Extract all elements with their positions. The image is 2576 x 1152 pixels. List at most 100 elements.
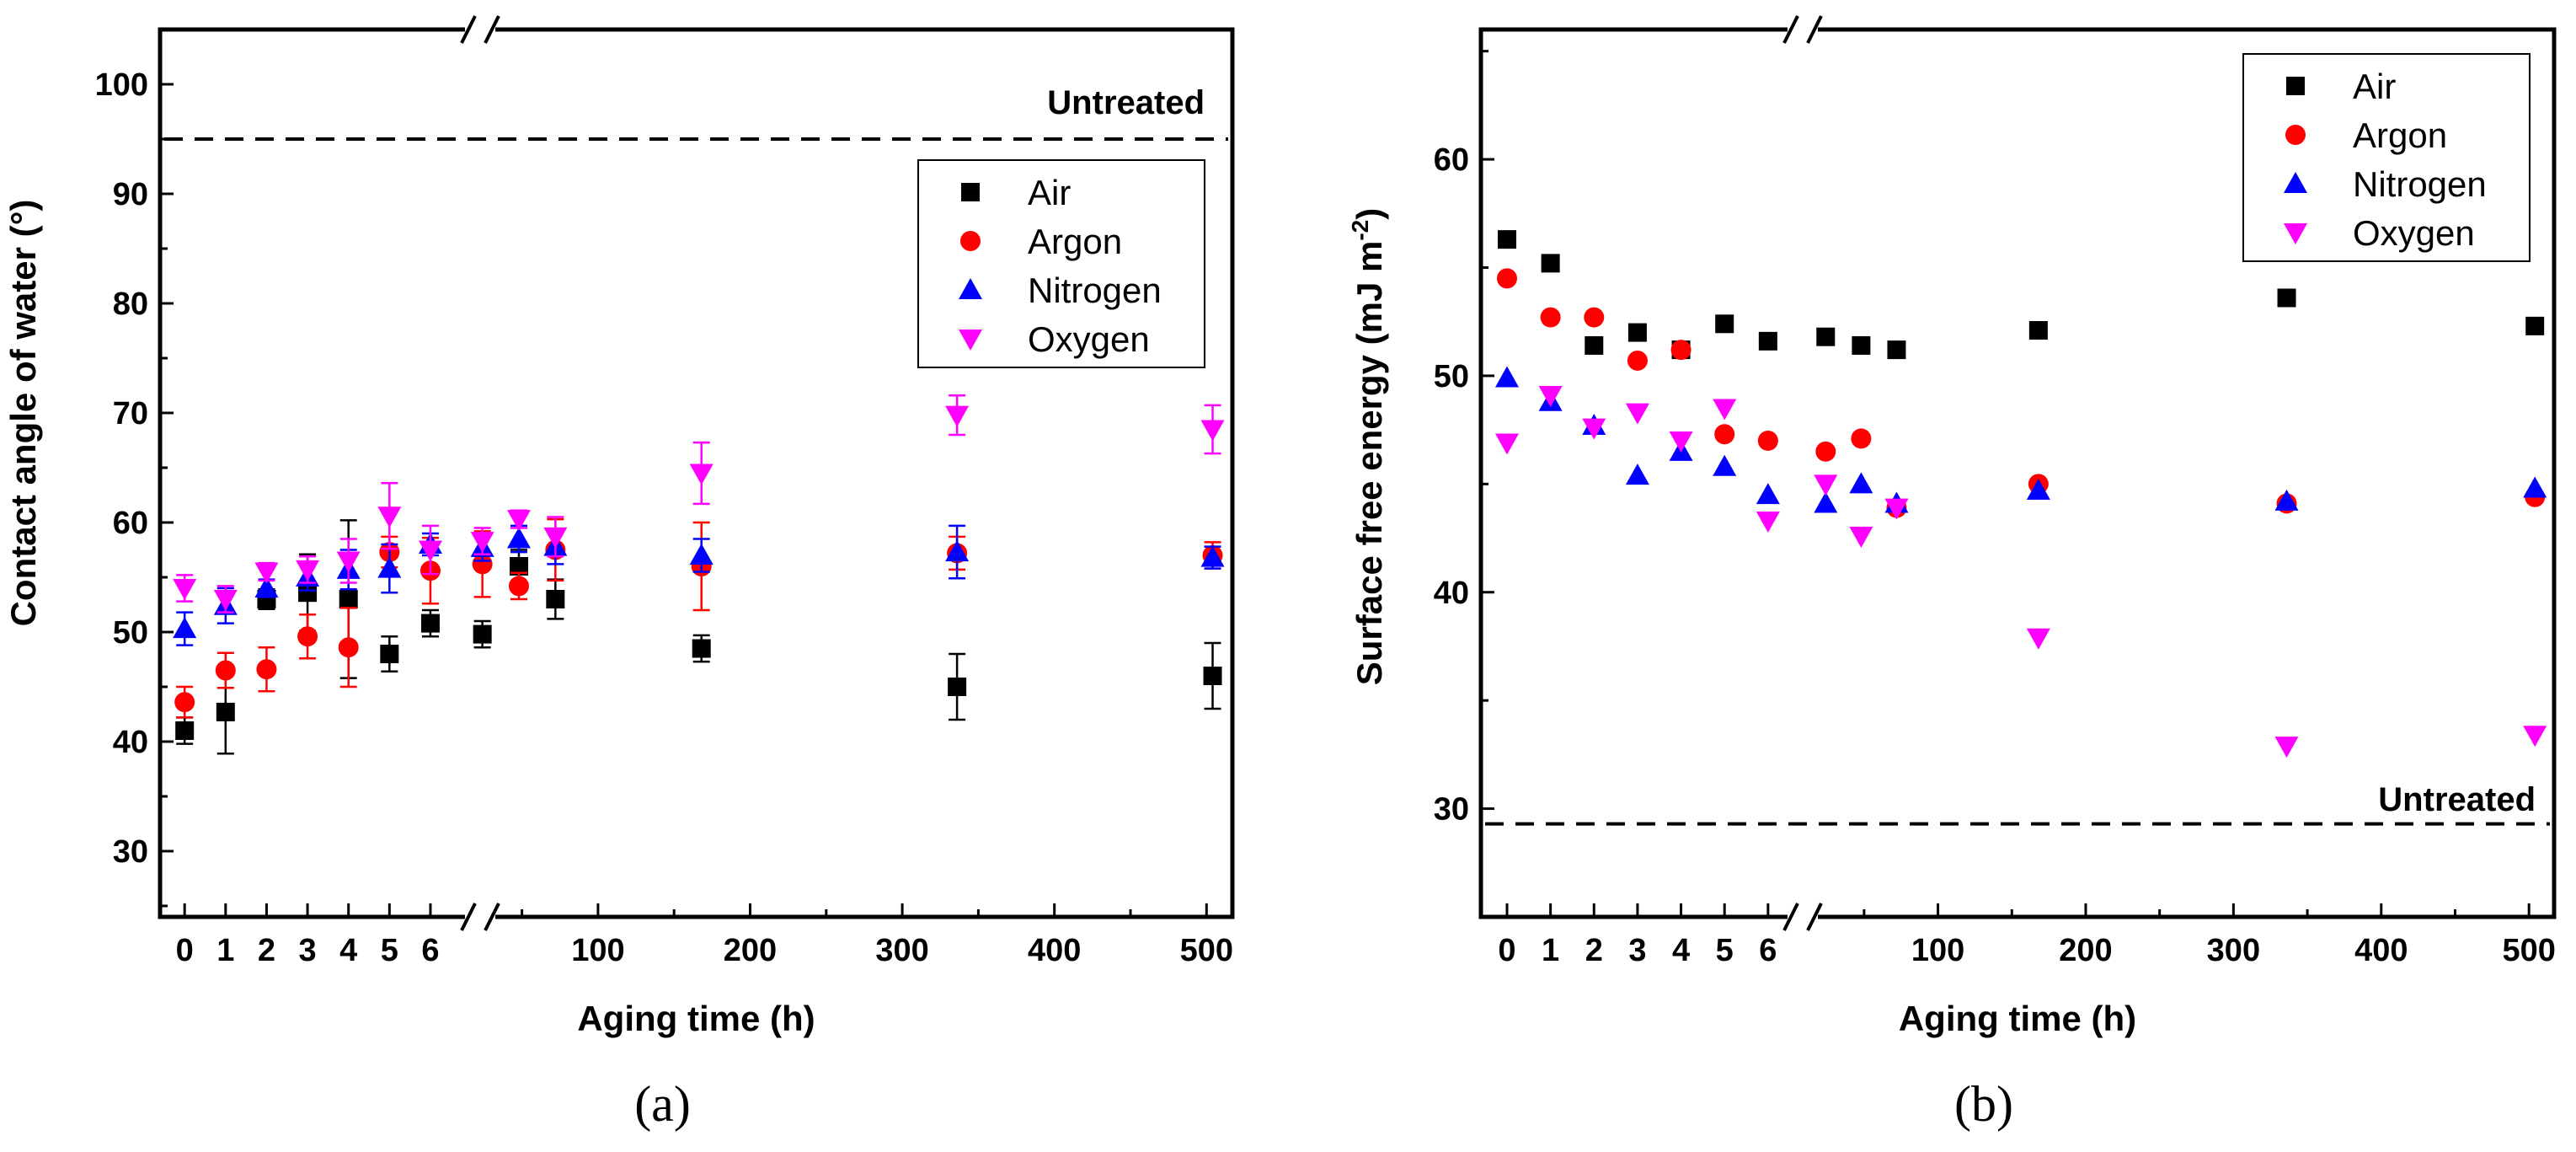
x-tick-label: 4 [339, 933, 357, 968]
data-point-air [1816, 327, 1836, 346]
data-point-argon [1670, 340, 1692, 361]
y-tick-label: 60 [113, 506, 148, 541]
data-point-argon [1584, 307, 1605, 328]
y-tick-label: 30 [113, 834, 148, 870]
data-point-nitrogen [1849, 472, 1873, 494]
legend-label-nitrogen: Nitrogen [1028, 271, 1162, 310]
y-tick-label: 100 [95, 67, 148, 103]
data-point-air [1887, 340, 1906, 360]
data-point-nitrogen [1494, 366, 1519, 388]
data-point-nitrogen [1200, 545, 1225, 567]
series-argon [1496, 268, 2546, 518]
data-point-air [1541, 254, 1560, 273]
data-point-oxygen [377, 506, 402, 528]
data-point-oxygen [1669, 431, 1693, 453]
data-point-air [420, 614, 440, 633]
x-tick-label: 5 [381, 933, 398, 968]
data-point-air [1627, 323, 1647, 342]
series-oxygen [173, 394, 1225, 614]
x-tick-label: 200 [2059, 933, 2112, 968]
legend: Air Argon Nitrogen Oxygen [917, 159, 1205, 368]
x-tick-label: 400 [1028, 933, 1081, 968]
data-point-oxygen [173, 579, 197, 600]
legend-marker-oxygen [2284, 223, 2307, 244]
data-point-argon [1851, 428, 1872, 449]
x-tick-label: 500 [2502, 933, 2555, 968]
data-point-oxygen [543, 527, 568, 549]
x-tick-label: 6 [421, 933, 439, 968]
data-point-air [1585, 335, 1604, 355]
data-point-nitrogen [506, 527, 531, 549]
axis-break-mark [1806, 15, 1823, 44]
untreated-label: Untreated [1047, 84, 1205, 121]
x-tick-label: 4 [1672, 933, 1690, 968]
axis-break-mark [1806, 903, 1823, 931]
data-point-oxygen [2026, 628, 2050, 650]
data-point-air [216, 702, 235, 721]
data-point-air [2525, 316, 2545, 335]
data-point-oxygen [1756, 512, 1780, 533]
data-point-argon [338, 637, 359, 658]
data-point-nitrogen [377, 556, 402, 578]
x-axis-label: Aging time (h) [1899, 999, 2136, 1038]
x-tick-label: 500 [1180, 933, 1233, 968]
x-tick-label: 100 [1911, 933, 1964, 968]
y-tick-label: 50 [1434, 359, 1469, 394]
data-point-argon [1540, 307, 1561, 328]
data-point-argon [1815, 441, 1836, 462]
x-axis-label: Aging time (h) [577, 999, 815, 1038]
axis-break-mark [460, 903, 477, 931]
legend-label-oxygen: Oxygen [1028, 319, 1150, 359]
plot-frame [1478, 27, 2557, 919]
data-point-oxygen [1713, 399, 1737, 421]
data-point-oxygen [336, 551, 361, 573]
y-tick-label: 80 [113, 287, 148, 322]
data-point-oxygen [1582, 418, 1606, 440]
data-point-nitrogen [2274, 489, 2299, 511]
data-point-nitrogen [254, 576, 279, 597]
legend-label-air: Air [1028, 173, 1071, 212]
legend: Air Argon Nitrogen Oxygen [2242, 53, 2531, 262]
y-tick-label: 90 [113, 177, 148, 212]
series-nitrogen [1494, 366, 2547, 513]
data-point-air [546, 590, 565, 608]
data-point-air [1497, 230, 1516, 249]
series-oxygen [1494, 386, 2547, 758]
data-point-argon [508, 576, 529, 597]
data-point-air [298, 583, 318, 603]
legend-marker-argon [960, 231, 981, 251]
y-tick-label: 70 [113, 396, 148, 431]
panel-a-contact-angle-chart: 30 40 50 60 70 80 90 100 0 1 2 3 4 5 6 100 200 300 400 500 A… [3, 15, 1235, 1132]
x-tick-label: 2 [1585, 933, 1603, 968]
data-point-oxygen [296, 560, 320, 581]
data-point-oxygen [1200, 420, 1225, 442]
data-point-oxygen [1538, 386, 1563, 408]
y-axis-label-close: ) [1349, 208, 1389, 220]
axis-break-mark [1782, 15, 1799, 44]
data-point-oxygen [689, 463, 713, 485]
y-tick-label: 40 [1434, 576, 1469, 611]
data-point-air [175, 721, 195, 740]
data-point-air [2028, 320, 2048, 340]
data-point-oxygen [213, 590, 238, 611]
data-point-argon [215, 660, 236, 681]
data-point-air [473, 624, 492, 644]
data-point-argon [1757, 430, 1778, 451]
data-point-nitrogen [1814, 491, 1838, 513]
x-tick-label: 100 [571, 933, 624, 968]
data-point-oxygen [506, 510, 531, 532]
data-point-oxygen [418, 540, 442, 562]
y-tick-label: 40 [113, 725, 148, 760]
x-tick-label: 400 [2354, 933, 2408, 968]
legend-marker-nitrogen [2284, 172, 2307, 193]
data-point-oxygen [1884, 498, 1909, 520]
data-point-air [1203, 667, 1222, 685]
x-tick-label: 1 [216, 933, 234, 968]
axis-break-mark [1782, 903, 1799, 931]
y-axis-label-main: Surface free energy (mJ m [1349, 241, 1389, 686]
y-axis-label: Contact angle of water (°) [3, 200, 43, 627]
y-axis-label: Surface free energy (mJ m-2) [1347, 208, 1389, 685]
data-point-oxygen [254, 562, 279, 584]
panel-label: (a) [634, 1076, 691, 1132]
legend-marker-air [961, 183, 980, 201]
